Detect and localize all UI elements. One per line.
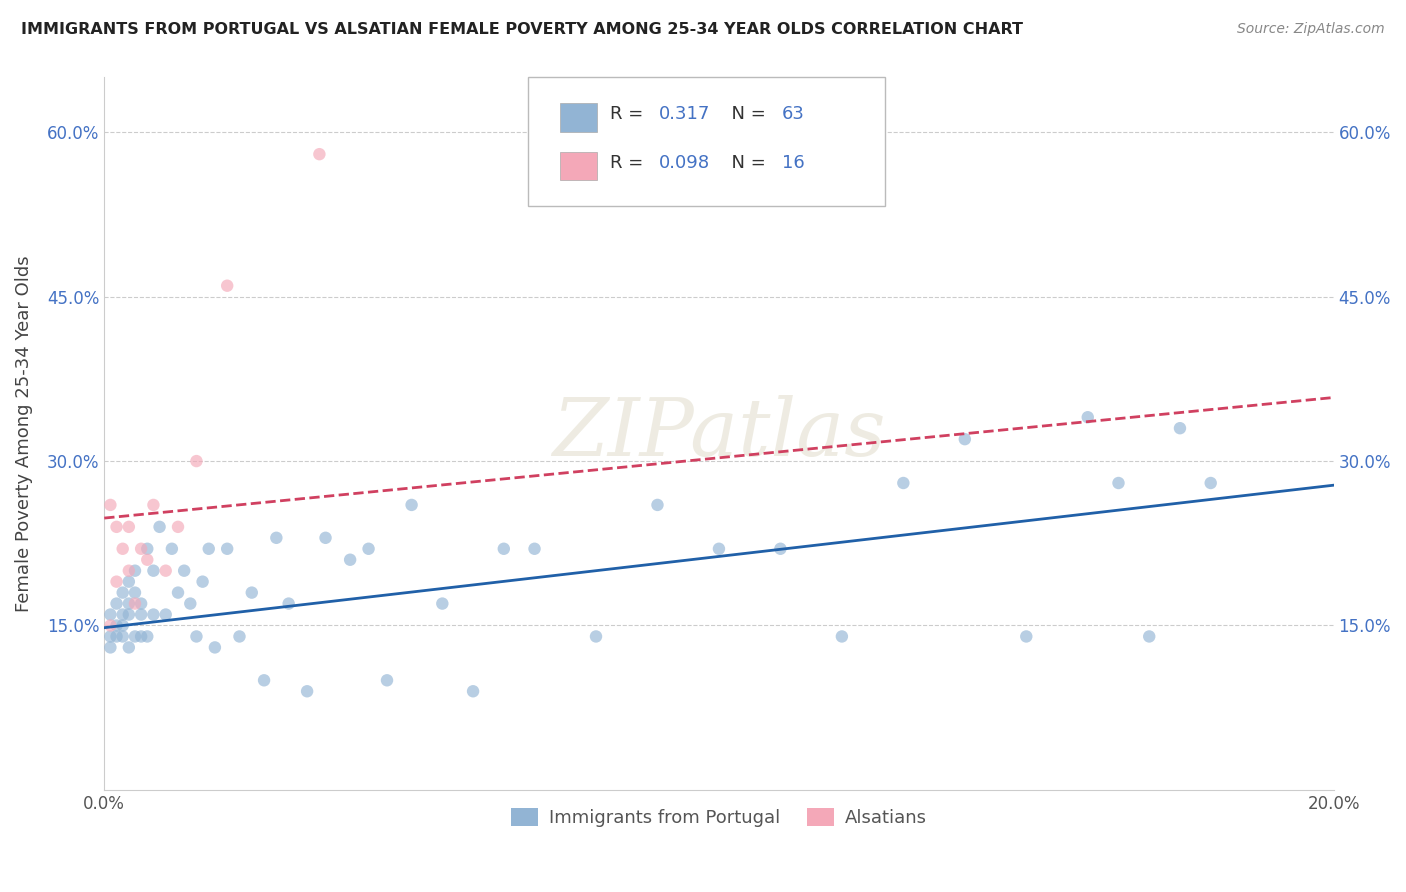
Point [186, 630, 208, 644]
Point [1108, 475, 1130, 490]
Y-axis label: Female Poverty Among 25-34 Year Olds: Female Poverty Among 25-34 Year Olds [15, 255, 32, 612]
Point [129, 541, 152, 556]
Point [136, 630, 159, 644]
Point [191, 574, 214, 589]
Text: 63: 63 [782, 105, 804, 123]
Text: ZIPatlas: ZIPatlas [553, 395, 886, 473]
Text: 16: 16 [782, 154, 804, 172]
Point [523, 541, 546, 556]
Point [142, 564, 165, 578]
Point [142, 607, 165, 622]
Point [129, 607, 152, 622]
Point [105, 630, 128, 644]
Point [375, 673, 398, 688]
Point [266, 531, 288, 545]
Point [1199, 475, 1222, 490]
Point [105, 618, 128, 632]
Point [1168, 421, 1191, 435]
Text: R =: R = [610, 105, 648, 123]
Point [357, 541, 380, 556]
Point [118, 640, 141, 655]
Text: N =: N = [720, 105, 772, 123]
Point [492, 541, 515, 556]
Point [647, 498, 669, 512]
Point [167, 585, 190, 599]
Point [1077, 410, 1099, 425]
Point [891, 475, 914, 490]
Point [432, 597, 454, 611]
Point [953, 432, 976, 446]
Point [118, 574, 141, 589]
Point [240, 585, 263, 599]
FancyBboxPatch shape [561, 103, 598, 132]
Point [155, 564, 177, 578]
Text: 0.317: 0.317 [658, 105, 710, 123]
Text: 0.098: 0.098 [658, 154, 710, 172]
Point [155, 607, 177, 622]
Point [186, 454, 208, 468]
Point [831, 630, 853, 644]
Point [111, 607, 134, 622]
Point [136, 541, 159, 556]
Point [253, 673, 276, 688]
Point [228, 630, 250, 644]
Text: Source: ZipAtlas.com: Source: ZipAtlas.com [1237, 22, 1385, 37]
Point [315, 531, 337, 545]
Point [1137, 630, 1160, 644]
Point [197, 541, 219, 556]
Point [124, 564, 146, 578]
Text: IMMIGRANTS FROM PORTUGAL VS ALSATIAN FEMALE POVERTY AMONG 25-34 YEAR OLDS CORREL: IMMIGRANTS FROM PORTUGAL VS ALSATIAN FEM… [21, 22, 1024, 37]
Point [100, 640, 122, 655]
Point [100, 498, 122, 512]
Point [707, 541, 730, 556]
Point [111, 585, 134, 599]
Point [173, 564, 195, 578]
Point [160, 541, 183, 556]
FancyBboxPatch shape [561, 152, 598, 180]
Point [118, 564, 141, 578]
Point [118, 607, 141, 622]
Point [339, 553, 361, 567]
Point [118, 597, 141, 611]
Text: R =: R = [610, 154, 648, 172]
Point [124, 597, 146, 611]
Point [129, 630, 152, 644]
Point [111, 618, 134, 632]
Point [308, 147, 330, 161]
Point [401, 498, 423, 512]
Point [148, 520, 170, 534]
Point [204, 640, 226, 655]
Point [277, 597, 299, 611]
Point [1015, 630, 1038, 644]
Point [118, 520, 141, 534]
Point [167, 520, 190, 534]
Point [585, 630, 607, 644]
Point [142, 498, 165, 512]
Point [295, 684, 318, 698]
FancyBboxPatch shape [529, 78, 884, 206]
Point [179, 597, 201, 611]
Point [129, 597, 152, 611]
Text: N =: N = [720, 154, 772, 172]
Point [217, 541, 239, 556]
Point [111, 630, 134, 644]
Point [461, 684, 484, 698]
Point [105, 520, 128, 534]
Point [100, 630, 122, 644]
Point [136, 553, 159, 567]
Point [105, 597, 128, 611]
Point [111, 541, 134, 556]
Point [769, 541, 792, 556]
Point [124, 585, 146, 599]
Point [100, 607, 122, 622]
Point [124, 630, 146, 644]
Point [100, 618, 122, 632]
Legend: Immigrants from Portugal, Alsatians: Immigrants from Portugal, Alsatians [503, 800, 934, 834]
Point [217, 278, 239, 293]
Point [105, 574, 128, 589]
